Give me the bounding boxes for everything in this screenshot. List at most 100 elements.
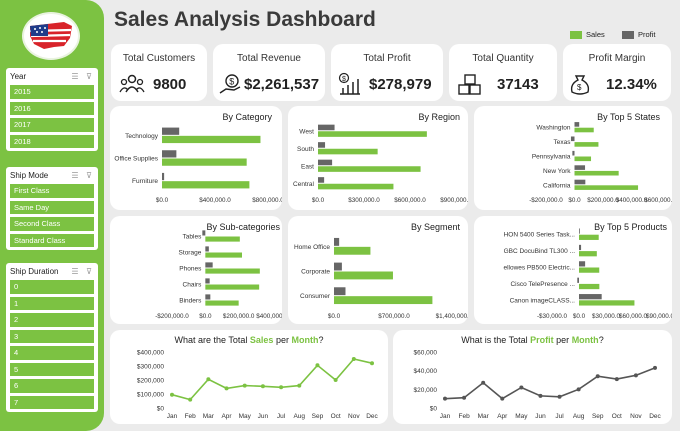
ship-mode-item-standard-class[interactable]: Standard Class: [10, 233, 94, 247]
ship-duration-item-5[interactable]: 5: [10, 362, 94, 376]
data-point: [462, 395, 467, 400]
year-item-2015[interactable]: 2015: [10, 85, 94, 99]
ship-duration-item-6[interactable]: 6: [10, 379, 94, 393]
x-tick-label: $600,000.0: [394, 197, 426, 204]
ship-duration-item-2[interactable]: 2: [10, 313, 94, 327]
sales-bar: [574, 170, 619, 176]
data-point: [500, 396, 505, 401]
bar-chart-states: By Top 5 States Washington Texas Pennsylvan…: [529, 112, 676, 204]
profit-bar: [205, 246, 209, 252]
profit-bar: [334, 237, 340, 246]
clear-filter-icon[interactable]: ⊽: [86, 71, 92, 81]
x-tick-label: $0.0: [328, 313, 341, 320]
y-tick-label: $20,000: [414, 387, 438, 394]
profit-bar: [205, 278, 210, 284]
kpi-profit-value: $278,979: [369, 76, 432, 93]
sales-bar: [318, 183, 394, 190]
bar-chart-category: By Category Technology Office Supplies Furn…: [114, 112, 284, 204]
clear-filter-icon[interactable]: ⊽: [86, 266, 92, 276]
data-point: [443, 396, 447, 401]
x-tick-label: $1,400,000.0: [436, 313, 468, 320]
x-tick-label: Feb: [185, 413, 197, 420]
bar-chart-region: By Region West South East Central $0.0 $300,00…: [293, 112, 472, 204]
profit-bar: [579, 261, 586, 267]
category-label: Central: [293, 181, 315, 188]
y-tick-label: $0: [157, 406, 165, 413]
x-tick-label: $400,000.0: [616, 197, 648, 204]
kpi-customers-value: 9800: [153, 76, 187, 93]
sales-bar: [579, 234, 599, 240]
x-tick-label: Aug: [293, 413, 305, 420]
x-tick-label: Nov: [630, 413, 642, 420]
profit-bar: [574, 122, 580, 127]
ship-duration-item-0[interactable]: 0: [10, 280, 94, 294]
dashboard-title: Sales Analysis Dashboard: [114, 8, 376, 31]
multi-select-icon[interactable]: ☰: [71, 266, 79, 276]
x-tick-label: Mar: [478, 413, 490, 420]
kpi-card-customers: Total Customers 9800: [111, 44, 207, 101]
x-tick-label: $400,000.0: [256, 313, 282, 320]
x-tick-label: Mar: [203, 413, 215, 420]
profit-bar: [577, 277, 579, 283]
kpi-revenue-label: Total Revenue: [237, 53, 301, 64]
year-item-2018[interactable]: 2018: [10, 134, 94, 148]
clear-filter-icon[interactable]: ⊽: [86, 170, 92, 180]
ship-mode-item-first-class[interactable]: First Class: [10, 184, 94, 198]
chart-title-mid: per: [554, 335, 572, 345]
legend-sales-label: Sales: [586, 30, 605, 39]
ship-duration-item-4[interactable]: 4: [10, 346, 94, 360]
category-label: Tables: [183, 234, 203, 241]
x-tick-label: $800,000.0: [252, 197, 282, 204]
category-label: Pennsylvania: [532, 154, 571, 161]
chart-title-prefix: What is the Total: [461, 335, 530, 345]
x-tick-label: $90,000.0: [646, 313, 672, 320]
profit-bar: [162, 150, 177, 158]
legend-sales-swatch: [570, 30, 582, 39]
category-label: Binders: [179, 298, 202, 305]
sales-bar: [162, 181, 250, 189]
sales-bar: [205, 252, 242, 258]
money-hand-icon: $: [219, 74, 241, 94]
data-point: [595, 374, 600, 379]
sales-bar: [579, 300, 635, 306]
kpi-card-profit: Total Profit $ $278,979: [331, 44, 443, 101]
category-label: Home Office: [294, 244, 330, 251]
profit-bar: [202, 230, 206, 236]
year-item-2017[interactable]: 2017: [10, 118, 94, 132]
chart-card-subcat: By Sub-categories Tables Storage Phones Chai…: [110, 216, 288, 324]
chart-title-prefix: What are the Total: [175, 335, 250, 345]
y-tick-label: $300,000: [137, 364, 164, 371]
ship-duration-item-3[interactable]: 3: [10, 329, 94, 343]
ship-mode-item-second-class[interactable]: Second Class: [10, 217, 94, 231]
chart-title: By Top 5 States: [597, 112, 660, 122]
x-tick-label: Jun: [258, 413, 269, 420]
ship-duration-item-7[interactable]: 7: [10, 395, 94, 409]
x-tick-label: $60,000.0: [619, 313, 648, 320]
sales-bar: [574, 142, 599, 147]
x-tick-label: May: [515, 413, 528, 420]
profit-bar: [572, 150, 575, 156]
x-tick-label: $0.0: [156, 197, 169, 204]
sales-bar: [162, 135, 261, 144]
x-tick-label: Jul: [555, 413, 564, 420]
chart-title: By Top 5 Products: [594, 222, 667, 232]
series-line: [444, 367, 656, 400]
sales-bar: [334, 246, 371, 255]
x-tick-label: $900,000.0: [440, 197, 468, 204]
profit-bar: [574, 179, 586, 185]
data-point: [279, 385, 284, 390]
category-label: Consumer: [300, 293, 331, 300]
year-item-2016[interactable]: 2016: [10, 101, 94, 115]
chart-card-products: By Top 5 Products HON 5400 Series Task...…: [474, 216, 675, 324]
data-point: [519, 385, 524, 390]
x-tick-label: Apr: [497, 413, 508, 420]
ship-mode-item-same-day[interactable]: Same Day: [10, 200, 94, 214]
multi-select-icon[interactable]: ☰: [71, 71, 79, 81]
y-tick-label: $40,000: [414, 368, 438, 375]
x-tick-label: $300,000.0: [348, 197, 380, 204]
x-tick-label: -$200,000.0: [529, 197, 563, 204]
ship-duration-item-1[interactable]: 1: [10, 296, 94, 310]
x-tick-label: Feb: [458, 413, 470, 420]
profit-bar: [574, 165, 586, 170]
multi-select-icon[interactable]: ☰: [71, 170, 79, 180]
